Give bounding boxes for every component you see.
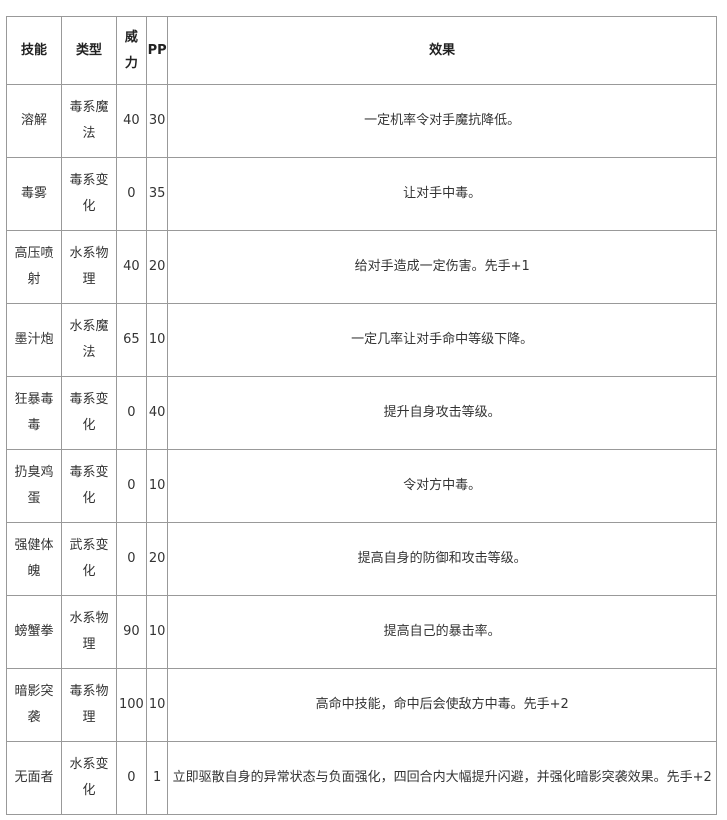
skill-type: 毒系变化 [61,376,117,450]
skill-name: 狂暴毒毒 [6,376,62,450]
skill-effect: 令对方中毒。 [167,449,717,523]
skill-name: 扔臭鸡蛋 [6,449,62,523]
skill-effect: 提高自己的暴击率。 [167,595,717,669]
skill-effect: 立即驱散自身的异常状态与负面强化，四回合内大幅提升闪避，并强化暗影突袭效果。先手… [167,741,717,815]
skill-effect: 一定机率令对手魔抗降低。 [167,84,717,158]
skill-name: 强健体魄 [6,522,62,596]
skill-type: 水系物理 [61,230,117,304]
skill-name: 溶解 [6,84,62,158]
skill-type: 武系变化 [61,522,117,596]
skill-effect: 提升自身攻击等级。 [167,376,717,450]
skill-type: 毒系魔法 [61,84,117,158]
skill-type: 毒系变化 [61,157,117,231]
skill-pp: 35 [145,157,169,231]
table-row: 高压喷射 水系物理 40 20 给对手造成一定伤害。先手+1 [6,230,717,304]
table-row: 墨汁炮 水系魔法 65 10 一定几率让对手命中等级下降。 [6,303,717,377]
skill-pp: 10 [145,668,169,742]
skill-pp: 10 [145,303,169,377]
skill-power: 0 [116,157,147,231]
table-row: 强健体魄 武系变化 0 20 提高自身的防御和攻击等级。 [6,522,717,596]
skill-pp: 40 [145,376,169,450]
skill-power: 0 [116,741,147,815]
table-row: 无面者 水系变化 0 1 立即驱散自身的异常状态与负面强化，四回合内大幅提升闪避，并强化… [6,741,717,815]
skill-effect: 提高自身的防御和攻击等级。 [167,522,717,596]
skill-type: 水系变化 [61,741,117,815]
skill-power: 40 [116,84,147,158]
skill-pp: 30 [145,84,169,158]
table-row: 狂暴毒毒 毒系变化 0 40 提升自身攻击等级。 [6,376,717,450]
table-row: 毒雾 毒系变化 0 35 让对手中毒。 [6,157,717,231]
skill-name: 无面者 [6,741,62,815]
skill-effect: 给对手造成一定伤害。先手+1 [167,230,717,304]
skill-pp: 10 [145,595,169,669]
skill-type: 毒系变化 [61,449,117,523]
header-pp: PP [145,16,169,85]
skill-power: 40 [116,230,147,304]
skill-pp: 10 [145,449,169,523]
table-row: 溶解 毒系魔法 40 30 一定机率令对手魔抗降低。 [6,84,717,158]
skill-effect: 高命中技能，命中后会使敌方中毒。先手+2 [167,668,717,742]
skill-type: 毒系物理 [61,668,117,742]
header-row: 技能 类型 威力 PP 效果 [6,16,717,85]
skill-effect: 一定几率让对手命中等级下降。 [167,303,717,377]
skill-power: 90 [116,595,147,669]
header-power: 威力 [116,16,147,85]
skill-power: 0 [116,376,147,450]
header-type: 类型 [61,16,117,85]
skill-name: 螃蟹拳 [6,595,62,669]
skill-pp: 20 [145,230,169,304]
skill-name: 高压喷射 [6,230,62,304]
skills-table: 技能 类型 威力 PP 效果 溶解 毒系魔法 40 30 一定机率令对手魔抗降低。 毒雾毒… [6,16,717,815]
header-skill: 技能 [6,16,62,85]
header-effect: 效果 [167,16,717,85]
table-row: 螃蟹拳 水系物理 90 10 提高自己的暴击率。 [6,595,717,669]
skill-type: 水系魔法 [61,303,117,377]
skill-power: 0 [116,449,147,523]
table-row: 扔臭鸡蛋 毒系变化 0 10 令对方中毒。 [6,449,717,523]
skill-pp: 1 [145,741,169,815]
table-row: 暗影突袭 毒系物理 100 10 高命中技能，命中后会使敌方中毒。先手+2 [6,668,717,742]
skill-pp: 20 [145,522,169,596]
skill-power: 0 [116,522,147,596]
skill-effect: 让对手中毒。 [167,157,717,231]
skill-type: 水系物理 [61,595,117,669]
skill-name: 毒雾 [6,157,62,231]
skill-name: 墨汁炮 [6,303,62,377]
skill-power: 100 [116,668,147,742]
skill-name: 暗影突袭 [6,668,62,742]
skill-power: 65 [116,303,147,377]
